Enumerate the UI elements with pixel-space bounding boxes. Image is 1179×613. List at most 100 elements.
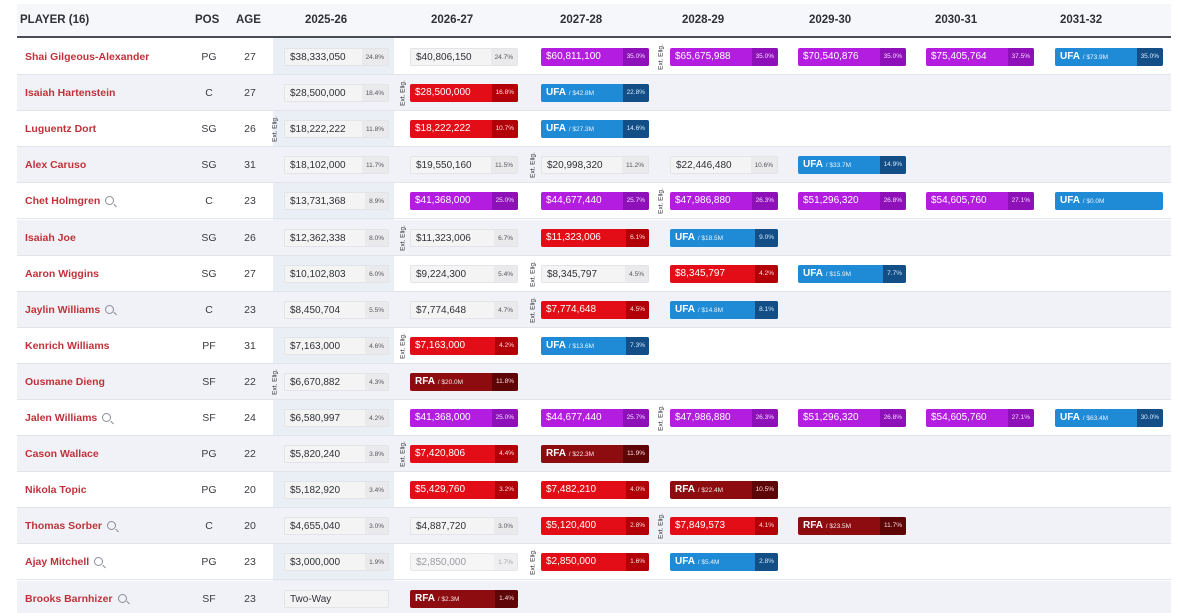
salary-cell-plain[interactable]: $5,820,240 3.8% [284,445,389,464]
column-header-season-2027-28[interactable]: 2027-28 [560,14,603,26]
salary-cell-ufa[interactable]: UFA / $14.8M 8.1% [670,300,778,319]
column-header-season-2030-31[interactable]: 2030-31 [935,14,978,26]
player-name-link[interactable]: Cason Wallace [25,436,99,472]
search-icon[interactable] [107,521,117,531]
column-header-season-2026-27[interactable]: 2026-27 [431,14,474,26]
player-name-link[interactable]: Isaiah Hartenstein [25,75,115,111]
player-name-link[interactable]: Jalen Williams [25,400,112,436]
salary-cell-plain[interactable]: $11,323,006 6.7% [410,228,518,247]
player-name[interactable]: Thomas Sorber [25,520,103,533]
player-name[interactable]: Ousmane Dieng [25,375,105,388]
salary-cell-plain[interactable]: $22,446,480 10.6% [670,156,778,175]
player-name[interactable]: Cason Wallace [25,448,99,461]
column-header-player[interactable]: PLAYER (16) [20,14,90,26]
salary-cell-purple[interactable]: $44,677,440 25.7% [541,409,649,427]
player-name[interactable]: Luguentz Dort [25,123,97,136]
salary-cell-plain[interactable]: $20,998,320 11.2% [541,156,649,175]
salary-cell-ufa[interactable]: UFA / $63.4M 30.0% [1055,409,1163,427]
salary-cell-plain[interactable]: $40,806,150 24.7% [410,48,518,66]
column-header-season-2028-29[interactable]: 2028-29 [682,14,725,26]
salary-cell-plain[interactable]: $4,887,720 3.0% [410,517,518,536]
search-icon[interactable] [105,196,115,206]
salary-cell-red[interactable]: $18,222,222 10.7% [410,120,518,139]
salary-cell-purple[interactable]: $47,986,880 26.3% [670,409,778,427]
salary-cell-red[interactable]: $7,482,210 4.0% [541,481,649,500]
player-name-link[interactable]: Jaylin Williams [25,292,115,328]
salary-cell-purple[interactable]: $44,677,440 25.7% [541,192,649,211]
player-name[interactable]: Brooks Barnhizer [25,592,113,605]
salary-cell-plain[interactable]: $18,102,000 11.7% [284,156,389,175]
salary-cell-plain[interactable]: $13,731,368 8.9% [284,192,389,211]
salary-cell-plain[interactable]: $28,500,000 18.4% [284,84,389,103]
search-icon[interactable] [105,304,115,314]
column-header-season-2029-30[interactable]: 2029-30 [809,14,852,26]
salary-cell-plain[interactable]: $4,655,040 3.0% [284,517,389,536]
player-name-link[interactable]: Ousmane Dieng [25,364,105,400]
salary-cell-red[interactable]: $7,774,648 4.5% [541,300,649,319]
salary-cell-red[interactable]: $2,850,000 1.6% [541,553,649,572]
salary-cell-plain[interactable]: $12,362,338 8.0% [284,228,389,247]
player-name-link[interactable]: Thomas Sorber [25,508,117,544]
salary-cell-purple[interactable]: $51,296,320 26.8% [798,409,906,427]
salary-cell-ufa[interactable]: UFA / $73.9M 35.0% [1055,48,1163,66]
salary-cell-plain[interactable]: $10,102,803 6.0% [284,264,389,283]
salary-cell-red[interactable]: $7,420,806 4.4% [410,445,518,464]
salary-cell-ufa[interactable]: UFA / $13.6M 7.3% [541,336,649,355]
salary-cell-ufa[interactable]: UFA / $18.5M 9.0% [670,228,778,247]
player-name[interactable]: Jalen Williams [25,412,98,424]
salary-cell-plain[interactable]: $8,345,797 4.5% [541,264,649,283]
player-name[interactable]: Nikola Topic [25,484,87,497]
salary-cell-rfa[interactable]: RFA / $23.5M 11.7% [798,517,906,536]
salary-cell-red[interactable]: $5,120,400 2.8% [541,517,649,536]
salary-cell-plain[interactable]: $8,450,704 5.5% [284,300,389,319]
salary-cell-red[interactable]: $7,849,573 4.1% [670,517,778,536]
salary-cell-red[interactable]: $7,163,000 4.2% [410,336,518,355]
salary-cell-rfa[interactable]: RFA / $22.3M 11.9% [541,445,649,464]
search-icon[interactable] [102,413,112,422]
salary-cell-red[interactable]: $5,429,760 3.2% [410,481,518,500]
player-name[interactable]: Alex Caruso [25,159,87,172]
player-name-link[interactable]: Alex Caruso [25,147,86,183]
salary-cell-ufa[interactable]: UFA / $33.7M 14.9% [798,156,906,175]
salary-cell-rfa[interactable]: RFA / $20.0M 11.8% [410,372,518,391]
column-header-pos[interactable]: POS [195,14,220,26]
player-name[interactable]: Aaron Wiggins [25,267,99,280]
player-name[interactable]: Isaiah Joe [25,231,76,244]
salary-cell-purple[interactable]: $70,540,876 35.0% [798,48,906,66]
salary-cell-rfa[interactable]: RFA / $22.4M 10.5% [670,481,778,500]
player-name-link[interactable]: Aaron Wiggins [25,256,99,292]
salary-cell-plain[interactable]: $7,774,648 4.7% [410,300,518,319]
player-name-link[interactable]: Nikola Topic [25,472,87,508]
salary-cell-red[interactable]: $8,345,797 4.2% [670,264,778,283]
salary-cell-ufa[interactable]: UFA / $5.4M 2.8% [670,553,778,572]
salary-cell-purple[interactable]: $54,605,760 27.1% [926,192,1034,211]
player-name-link[interactable]: Chet Holmgren [25,183,115,219]
column-header-season-2031-32[interactable]: 2031-32 [1060,14,1103,26]
player-name-link[interactable]: Shai Gilgeous-Alexander [25,39,149,75]
column-header-season-2025-26[interactable]: 2025-26 [305,14,348,26]
salary-cell-plain[interactable]: $6,670,882 4.3% [284,372,389,391]
salary-cell-purple[interactable]: $41,368,000 25.0% [410,409,518,427]
salary-cell-purple[interactable]: $47,986,880 26.3% [670,192,778,211]
salary-cell-plain[interactable]: $5,182,920 3.4% [284,481,389,500]
salary-cell-plain[interactable]: $18,222,222 11.8% [284,120,389,139]
salary-cell-purple[interactable]: $75,405,764 37.5% [926,48,1034,66]
player-name[interactable]: Ajay Mitchell [25,556,90,569]
salary-cell-ufa[interactable]: UFA / $42.8M 22.8% [541,84,649,103]
player-name-link[interactable]: Kenrich Williams [25,328,110,364]
search-icon[interactable] [117,593,127,603]
salary-cell-plain[interactable]: $38,333,050 24.8% [284,48,389,66]
salary-cell-plain[interactable]: $19,550,160 11.5% [410,156,518,175]
salary-cell-ufa[interactable]: UFA / $0.0M [1055,192,1163,211]
player-name[interactable]: Shai Gilgeous-Alexander [25,51,150,63]
salary-cell-plain[interactable]: $3,000,000 1.9% [284,553,389,572]
search-icon[interactable] [94,557,104,567]
salary-cell-purple[interactable]: $51,296,320 26.8% [798,192,906,211]
salary-cell-purple[interactable]: $41,368,000 25.0% [410,192,518,211]
salary-cell-rfa[interactable]: RFA / $2.3M 1.4% [410,589,518,608]
salary-cell-purple[interactable]: $65,675,988 35.0% [670,48,778,66]
player-name-link[interactable]: Ajay Mitchell [25,544,104,580]
player-name-link[interactable]: Brooks Barnhizer [25,581,127,613]
player-name-link[interactable]: Isaiah Joe [25,220,76,256]
player-name-link[interactable]: Luguentz Dort [25,111,96,147]
